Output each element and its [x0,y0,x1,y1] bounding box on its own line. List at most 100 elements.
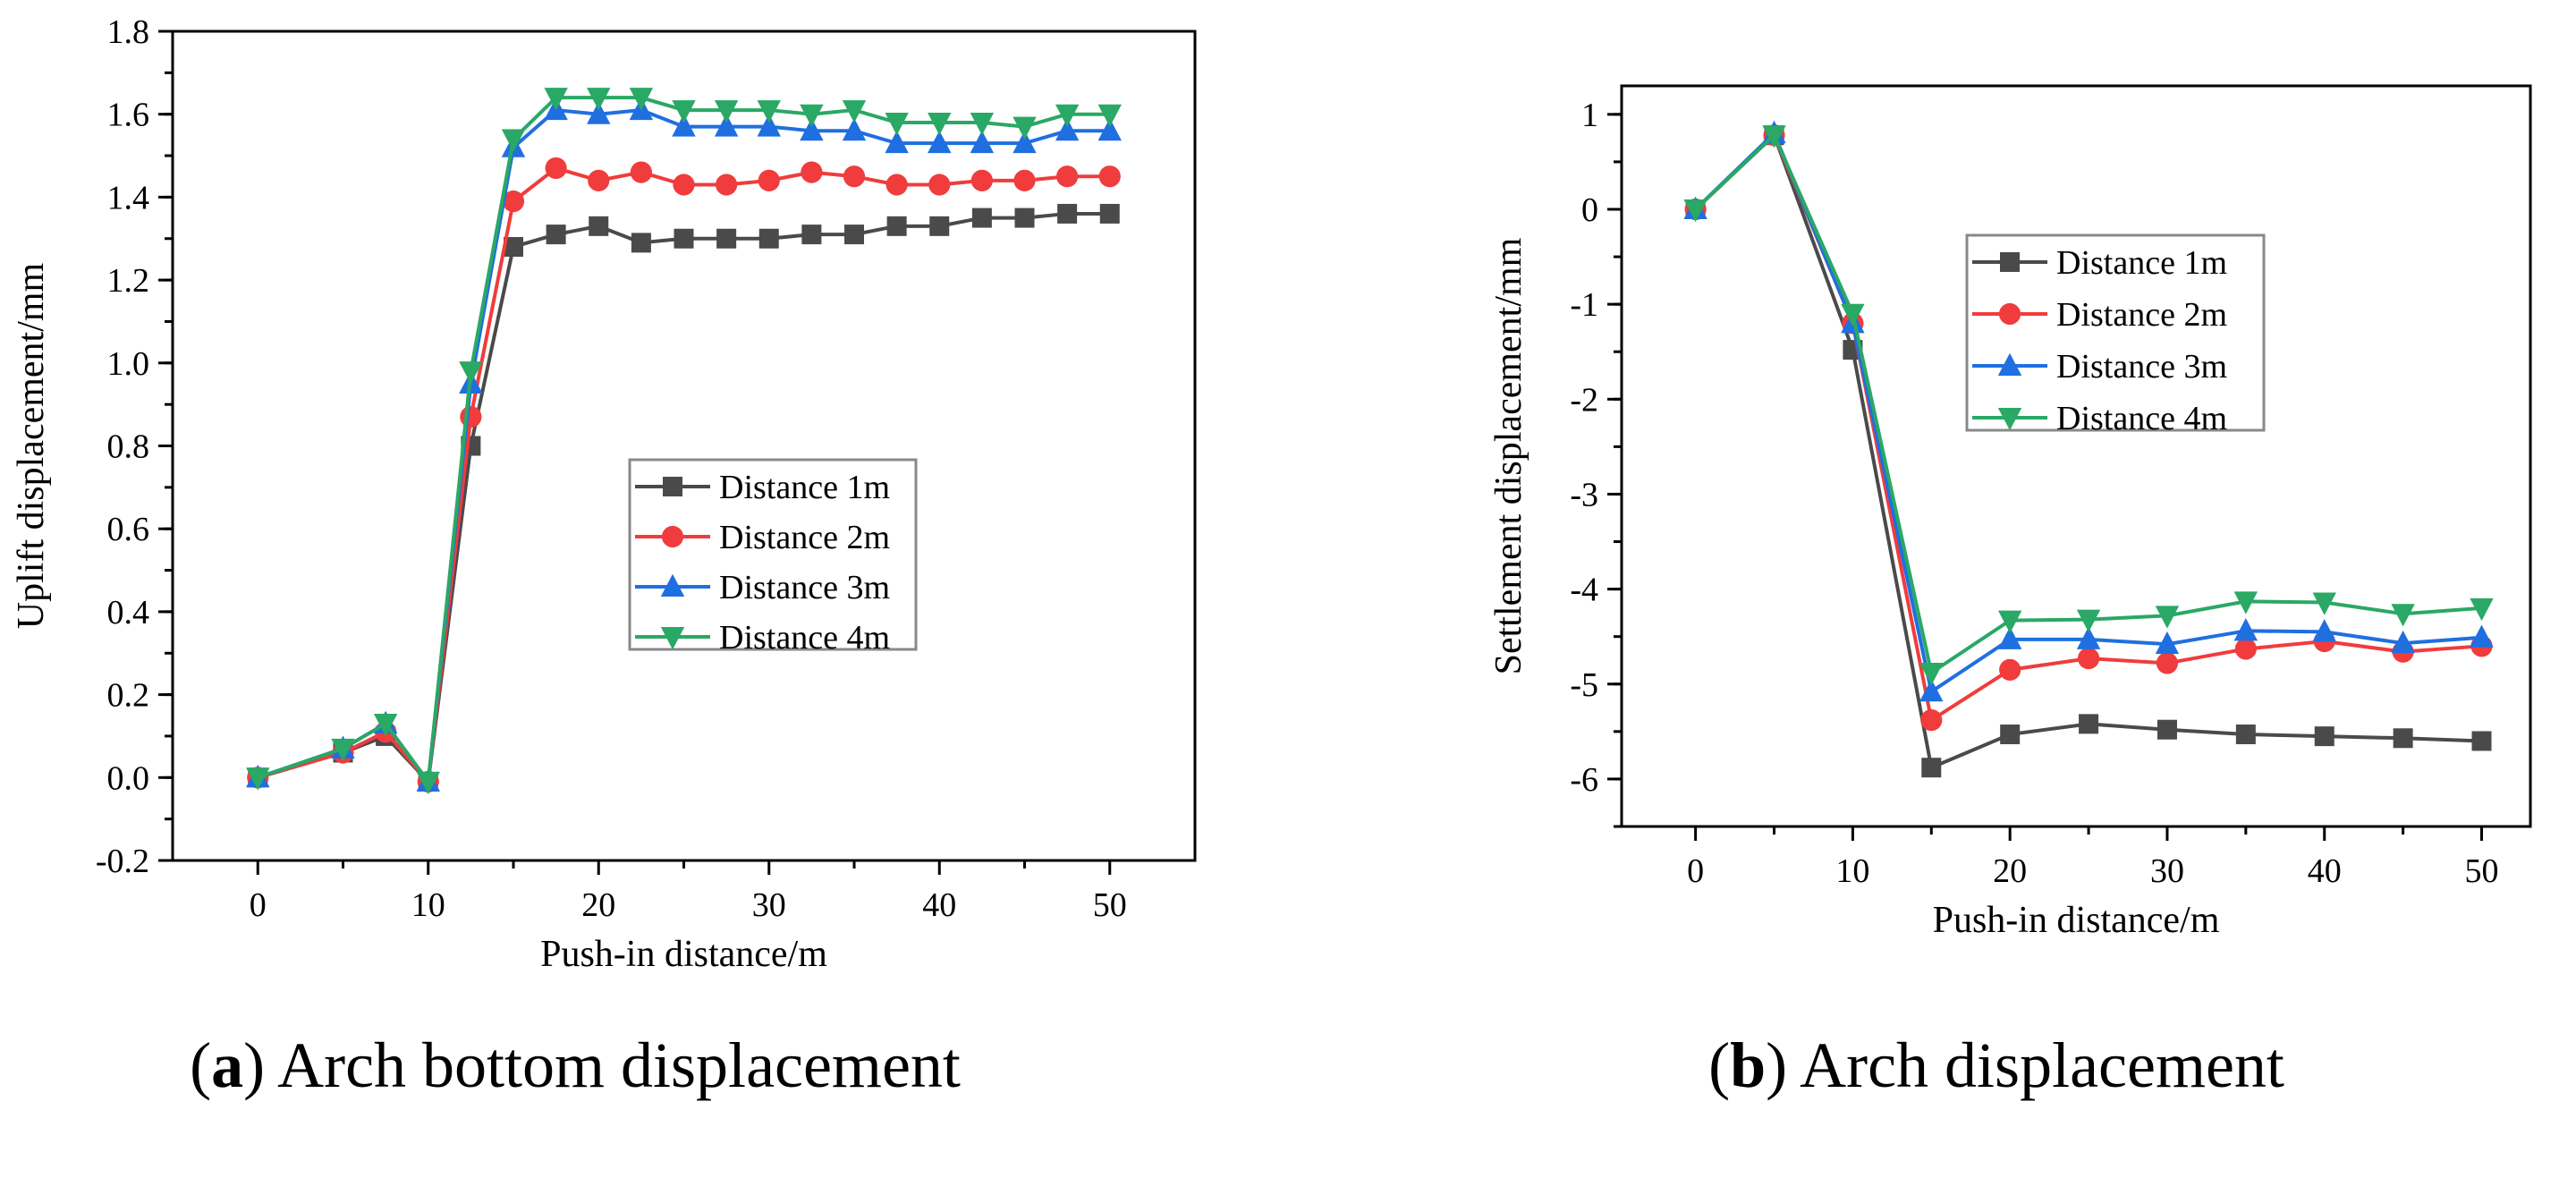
y-tick-label: 1.4 [107,179,150,216]
data-point [800,104,824,127]
legend-marker [660,573,685,597]
data-point [459,361,483,385]
data-point [2155,631,2180,655]
data-point [2391,630,2415,654]
data-point [800,117,824,141]
data-point [501,129,526,152]
y-axis-label: Settlement displacement/mm [1488,237,1530,674]
y-tick-label: 0.2 [107,677,150,715]
y-tick-label: 0.4 [107,594,150,631]
data-point [842,100,867,123]
data-point [504,237,523,258]
series-4 [1683,125,2494,686]
data-point [460,405,482,428]
data-point [2076,609,2101,632]
data-point [502,190,525,213]
legend-marker [661,525,684,548]
chart-a: 0 10 20 30 40 50 -0.2 0.0 0.2 0.4 0.6 0.8 1.0 1.2 1.4 1… [11,13,1197,975]
data-point [970,112,995,136]
data-point [971,208,992,228]
x-tick-label: 10 [1835,852,1869,890]
data-point [928,130,952,154]
data-point [673,174,695,196]
data-point [672,100,696,123]
data-point [1997,626,2022,649]
x-tick-label: 30 [2150,852,2184,890]
series-3 [246,97,1122,792]
x-tick-label: 30 [752,886,786,924]
legend-marker [2000,252,2020,272]
data-point [716,174,738,196]
y-tick-label: -5 [1570,666,1598,704]
data-point [2077,648,2100,670]
caption-b: (b) Arch displacement [1708,1030,2284,1101]
caption-a-letter: a [211,1030,244,1101]
x-tick-label: 50 [2465,852,2499,890]
legend-marker [1997,352,2022,376]
data-point [842,117,867,141]
y-axis-label: Uplift displacement/mm [11,262,52,629]
y-tick-label: 1.2 [107,262,150,300]
data-point [589,216,609,236]
data-point [1014,208,1035,228]
data-point [545,157,567,180]
legend-marker [663,477,682,496]
data-point [2235,725,2256,745]
series-1 [1685,125,2492,778]
data-point [758,228,779,249]
data-point [1997,610,2022,633]
x-tick-label: 10 [411,886,445,924]
legend-label: Distance 1m [2056,244,2227,282]
y-tick-label: 0.8 [107,428,150,466]
data-point [1055,117,1080,141]
data-point [1920,709,1943,732]
data-point [885,130,909,154]
caption-b-letter: b [1730,1030,1767,1101]
data-point [970,130,995,154]
data-point [1056,165,1079,188]
data-point [2233,591,2258,614]
x-tick-label: 40 [2308,852,2342,890]
y-tick-label: 0 [1581,191,1598,229]
data-point [1841,303,1865,327]
x-tick-label: 20 [1993,852,2027,890]
data-point [1921,758,1942,778]
y-tick-label: -3 [1570,476,1598,513]
data-point [928,174,951,196]
data-point [1919,663,1944,686]
data-point [886,216,907,236]
data-point [2312,619,2336,642]
data-point [2470,624,2494,648]
y-tick-label: 0.0 [107,759,150,797]
x-axis-label: Push-in distance/m [540,934,827,975]
data-point [2156,652,2179,674]
data-point [1013,169,1036,191]
caption-a: (a) Arch bottom displacement [190,1030,961,1101]
data-point [373,714,398,737]
legend-label: Distance 4m [719,619,890,657]
plot-frame [171,30,1197,862]
data-point [1013,116,1037,140]
x-tick-label: 0 [250,886,267,924]
y-tick-label: -6 [1570,761,1598,799]
y-tick-label: 1.6 [107,97,150,134]
data-point [970,169,993,191]
data-point [1013,130,1037,154]
x-tick-label: 20 [581,886,615,924]
data-point [801,225,822,245]
legend: Distance 1m Distance 2m Distance 3m Distanc… [628,458,918,657]
caption-b-text: Arch displacement [1800,1030,2284,1101]
data-point [1999,658,2021,681]
legend: Distance 1m Distance 2m Distance 3m Distanc… [1965,233,2266,437]
data-point [588,169,610,191]
y-tick-label: -0.2 [96,843,149,880]
data-point [2393,728,2413,749]
series-4 [246,88,1122,795]
data-point [929,216,950,236]
data-point [1762,125,1786,148]
data-point [716,228,737,249]
data-point [2234,638,2257,660]
data-point [2157,719,2177,740]
data-point [2391,604,2415,627]
data-point [801,161,823,183]
